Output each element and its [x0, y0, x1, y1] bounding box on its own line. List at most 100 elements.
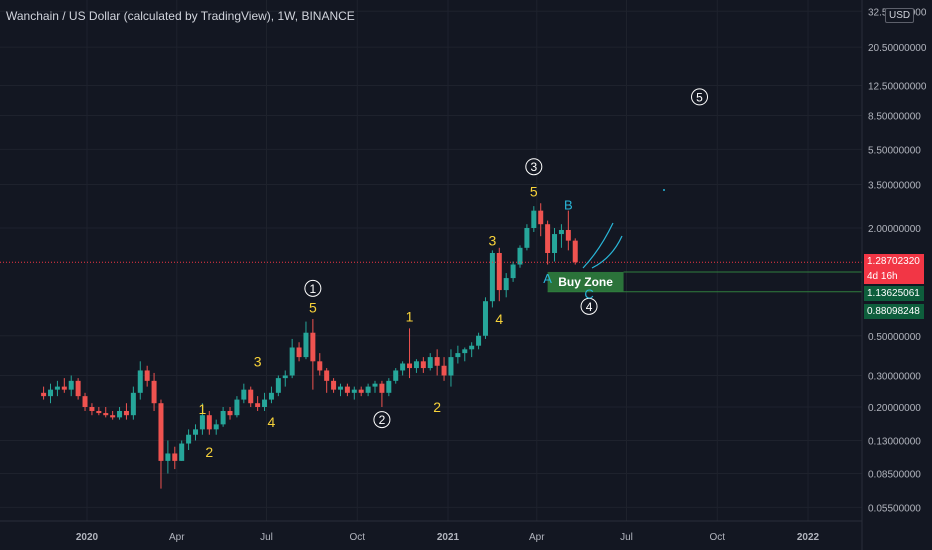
candle-body [420, 361, 426, 369]
wave-circle [691, 88, 709, 106]
candle-body [206, 415, 212, 430]
candle-body [130, 392, 136, 416]
candle-body [213, 424, 219, 430]
candle-body [262, 399, 268, 407]
drawings: Buy Zone 1 2 3 4 5 1 2 3 4 5 1 2 3 4 5 A B C [0, 88, 862, 460]
candle-body [172, 453, 178, 461]
time-tick-label: Oct [709, 532, 725, 543]
candle-body [54, 386, 60, 390]
chart-title: Wanchain / US Dollar (calculated by Trad… [6, 9, 355, 23]
projection-curve [582, 222, 614, 269]
candle-body [386, 380, 392, 393]
candle-body [448, 357, 454, 376]
candle-body [344, 386, 350, 393]
wave-label-major: 1 [310, 282, 317, 296]
candle-body [372, 383, 378, 387]
wave-label-minor: 3 [488, 233, 496, 249]
candle-body [41, 392, 47, 397]
candle-body [427, 357, 433, 369]
candle-body [234, 399, 240, 416]
candle-body [489, 252, 495, 302]
candle-body [400, 363, 406, 371]
candle-body [61, 386, 67, 390]
time-tick-label: Oct [349, 532, 365, 543]
candle-body [496, 252, 502, 291]
candle-body [289, 347, 295, 376]
wave-label-abc: B [564, 198, 573, 213]
candle-body [469, 345, 475, 350]
wave-circle [525, 158, 543, 176]
wave-label-minor: 4 [268, 414, 276, 430]
wave-label-abc: C [584, 287, 593, 302]
wave-label-minor: 2 [433, 399, 441, 415]
candle-body [503, 278, 509, 291]
time-axis[interactable]: 2020 Apr Jul Oct 2021 Apr Jul Oct 2022 [0, 520, 862, 543]
candle-body [186, 434, 192, 444]
candle-body [123, 410, 129, 416]
time-tick-label: Jul [260, 532, 273, 543]
candle-body [434, 357, 440, 366]
candle-body [365, 386, 371, 393]
wave-circle [580, 297, 598, 315]
price-tick-label: 12.50000000 [868, 82, 927, 93]
candle-body [220, 410, 226, 425]
price-tick-label: 2.00000000 [868, 224, 921, 235]
price-axis[interactable]: 32.5000000020.5000000012.500000008.50000… [861, 0, 927, 550]
candle-body [199, 415, 205, 430]
wave-label-minor: 1 [199, 401, 207, 417]
candle-body [275, 378, 281, 393]
price-tick-label: 20.50000000 [868, 43, 927, 54]
projection-curve [591, 235, 623, 269]
candle-body [75, 380, 81, 397]
candle-body [317, 361, 323, 371]
candle-body [179, 443, 185, 461]
candle-body [517, 247, 523, 265]
wave-label-minor: 5 [309, 299, 317, 315]
wave-label-minor: 5 [530, 183, 538, 199]
bar-countdown-tag: 4d 16h [864, 269, 924, 284]
candle-body [331, 380, 337, 390]
wave-circle [304, 279, 322, 297]
price-tick-label: 0.30000000 [868, 371, 921, 382]
time-tick-label: 2020 [76, 532, 99, 543]
zone-upper-tag: 1.13625061 [864, 286, 924, 301]
wave-label-minor: 4 [495, 311, 503, 327]
currency-badge[interactable]: USD [885, 8, 915, 23]
candle-body [151, 380, 157, 404]
candle-body [462, 349, 468, 354]
candle-body [89, 407, 95, 411]
time-tick-label: Apr [169, 532, 185, 543]
price-tick-label: 0.13000000 [868, 436, 921, 447]
wave-label-minor: 3 [254, 353, 262, 369]
wave-label-minor: 2 [205, 444, 213, 460]
candle-body [255, 403, 261, 407]
buy-zone-box [547, 271, 624, 292]
candle-body [296, 347, 302, 358]
candle-body [227, 410, 233, 416]
candle-body [407, 363, 413, 369]
price-tick-label: 0.08500000 [868, 470, 921, 481]
candle-body [268, 392, 274, 400]
candle-body [303, 332, 309, 358]
candle-body [482, 301, 488, 336]
candle-body [545, 224, 551, 253]
candle-body [351, 389, 357, 393]
wave-label-major: 3 [530, 160, 537, 174]
candle-body [558, 229, 564, 235]
wave-label-major: 5 [696, 90, 703, 104]
price-tick-label: 0.20000000 [868, 403, 921, 414]
candle-body [538, 210, 544, 225]
candle-body [110, 415, 116, 418]
candle-body [324, 370, 330, 381]
candle-body [476, 335, 482, 346]
candle-body [117, 410, 123, 418]
grid-lines [0, 0, 862, 521]
wave-label-minor: 1 [406, 309, 414, 325]
time-tick-label: 2021 [437, 532, 460, 543]
wave-label-major: 2 [379, 413, 386, 427]
time-tick-label: 2022 [797, 532, 820, 543]
candle-body [103, 413, 109, 416]
candle-body [144, 370, 150, 381]
